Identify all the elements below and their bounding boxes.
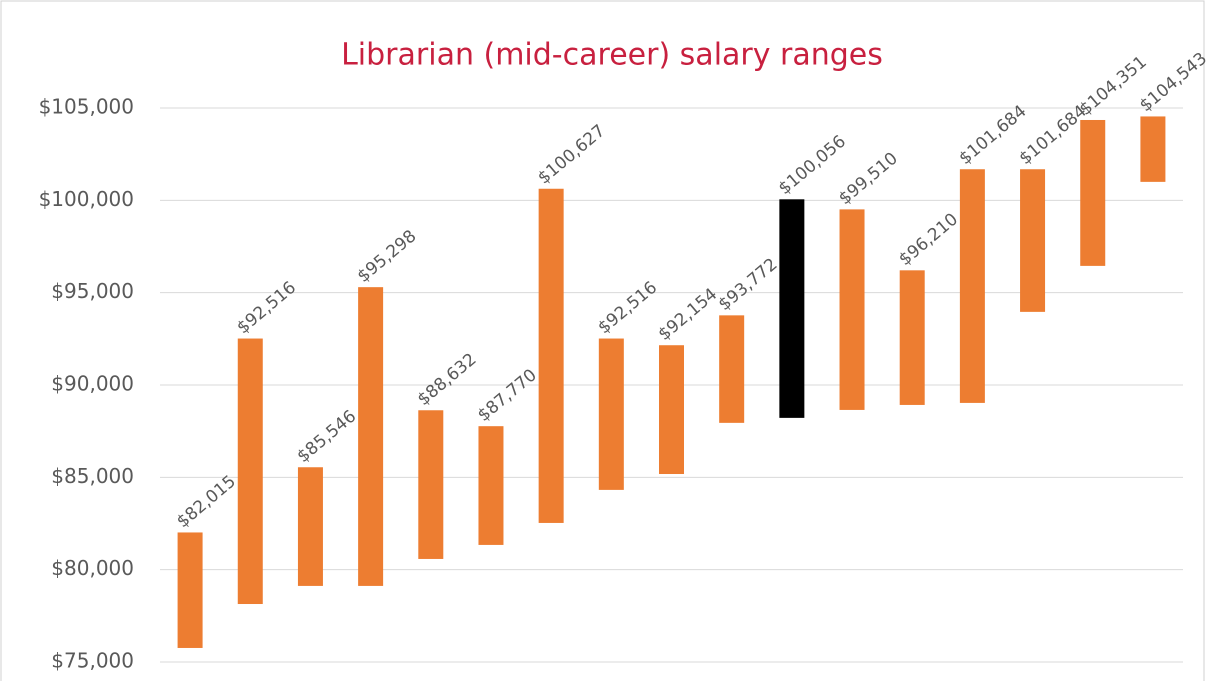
y-tick-label: $80,000 [51,556,134,580]
y-tick-label: $95,000 [51,279,134,303]
bar [418,410,444,559]
bar [1140,116,1166,182]
bar [358,287,384,586]
y-tick-label: $85,000 [51,464,134,488]
bar [719,315,745,423]
bar [237,338,263,605]
bar [598,338,624,490]
bar [779,199,805,418]
y-tick-label: $100,000 [39,187,134,211]
bar [478,426,504,545]
bar [659,345,684,475]
bar [177,532,203,648]
bar [1020,169,1046,312]
y-tick-label: $105,000 [39,95,134,119]
y-tick-label: $75,000 [51,649,134,673]
chart-title: Librarian (mid-career) salary ranges [341,38,883,73]
bar [959,169,985,403]
bar [1080,119,1106,266]
bar [899,270,925,405]
y-tick-label: $90,000 [51,372,134,396]
bar [839,209,865,410]
bar [297,467,323,586]
bar [538,188,564,523]
